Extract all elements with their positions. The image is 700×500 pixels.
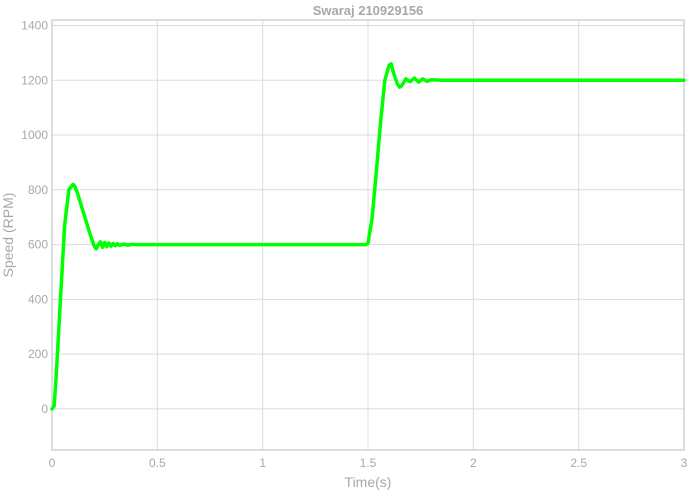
y-tick-label: 400 — [28, 292, 48, 306]
y-tick-label: 600 — [28, 238, 48, 252]
y-axis-label: Speed (RPM) — [0, 193, 16, 278]
x-axis-label: Time(s) — [345, 474, 392, 490]
y-tick-label: 800 — [28, 183, 48, 197]
x-tick-label: 1.5 — [360, 456, 377, 470]
chart-title: Swaraj 210929156 — [313, 3, 424, 18]
y-tick-label: 200 — [28, 347, 48, 361]
x-tick-labels: 0 0.5 1 1.5 2 2.5 3 — [49, 456, 688, 470]
series-layer — [50, 62, 686, 411]
plot-frame — [51, 19, 685, 451]
y-tick-labels: 0 200 400 600 800 1000 1200 1400 — [21, 18, 48, 415]
x-tick-label: 0 — [49, 456, 56, 470]
y-tick-label: 1200 — [21, 73, 48, 87]
x-tick-label: 0.5 — [149, 456, 166, 470]
x-tick-label: 2.5 — [570, 456, 587, 470]
speed-series-line — [50, 62, 686, 411]
x-tick-label: 3 — [681, 456, 688, 470]
y-tick-label: 1000 — [21, 128, 48, 142]
y-tick-label: 0 — [41, 402, 48, 416]
x-tick-label: 1 — [259, 456, 266, 470]
x-tick-label: 2 — [470, 456, 477, 470]
y-tick-label: 1400 — [21, 18, 48, 32]
